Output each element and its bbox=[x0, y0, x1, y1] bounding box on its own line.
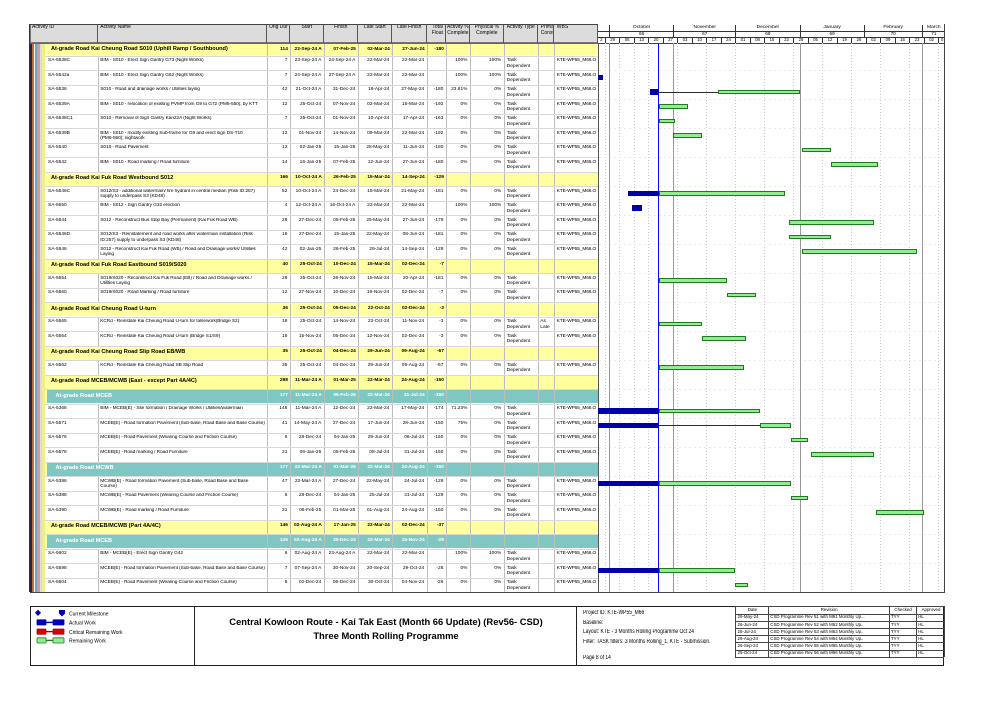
svg-text:Actual Work: Actual Work bbox=[69, 621, 96, 627]
svg-text:Remaining Work: Remaining Work bbox=[69, 639, 106, 645]
svg-text:Current Milestone: Current Milestone bbox=[69, 611, 109, 617]
svg-text:Critical Remaining Work: Critical Remaining Work bbox=[69, 630, 123, 636]
